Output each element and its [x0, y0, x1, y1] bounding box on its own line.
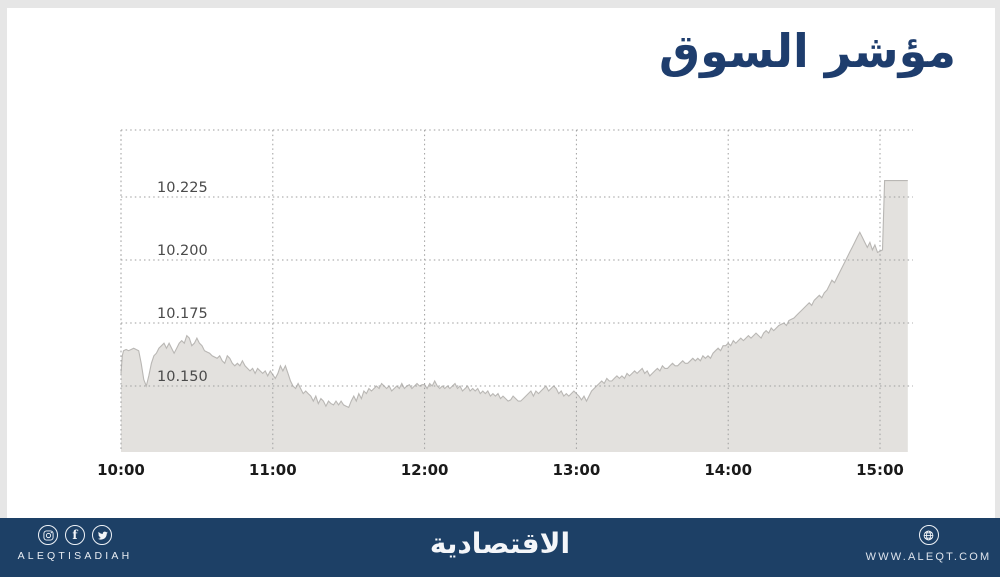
twitter-icon [92, 525, 112, 545]
footer-social-block: f ALEQTISADIAH [10, 525, 140, 562]
footer-website-block: WWW.ALEQT.COM [861, 525, 996, 563]
footer-bar: f ALEQTISADIAH الاقتصادية WWW. [0, 518, 1000, 577]
chart-card [7, 8, 995, 518]
globe-icon [918, 525, 939, 545]
page-title: مؤشر السوق [658, 24, 956, 78]
instagram-icon [38, 525, 58, 545]
footer-brand-latin: ALEQTISADIAH [17, 550, 133, 562]
footer-brand-arabic: الاقتصادية [429, 527, 571, 560]
facebook-icon: f [65, 525, 85, 545]
website-icon-row [861, 525, 996, 545]
footer-website-url: WWW.ALEQT.COM [865, 551, 992, 563]
social-icons-row: f [10, 525, 140, 545]
